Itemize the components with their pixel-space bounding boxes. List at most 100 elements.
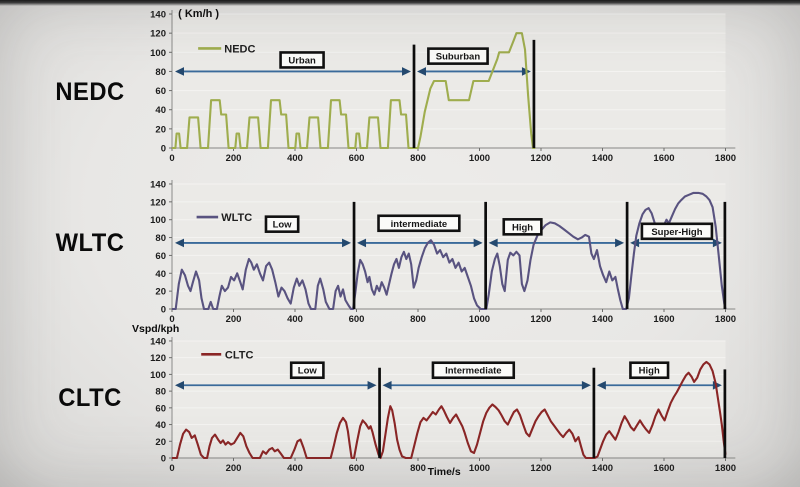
x-tick-label: 0: [169, 314, 174, 324]
y-tick-label: 0: [161, 305, 166, 316]
legend-label: CLTC: [225, 349, 254, 361]
arrow-left-head: [357, 238, 367, 248]
y-tick-label: 100: [150, 215, 166, 226]
y-tick-label: 20: [155, 287, 166, 298]
x-tick-label: 800: [410, 314, 426, 324]
x-tick-label: 1400: [592, 463, 613, 474]
phase-label: Intermediate: [445, 366, 502, 377]
nedc-chart: 0 200 400 600 800 1000 1200 1400 1600 1800 0 20 40 60…: [150, 8, 736, 164]
arrow-left-head: [382, 380, 392, 390]
x-tick-label: 400: [287, 153, 303, 164]
x-tick-label: 400: [287, 314, 303, 324]
y-tick-label: 40: [155, 105, 166, 116]
phase-label: Low: [298, 366, 318, 377]
phase-label: intermediate: [391, 219, 448, 230]
phase-label: High: [512, 222, 533, 233]
arrow-right-head: [342, 238, 352, 248]
y-tick-label: 80: [155, 387, 166, 398]
wltc-cycle-label: WLTC: [55, 229, 125, 257]
cltc-plot-area: [172, 340, 726, 458]
x-tick-label: 800: [410, 463, 426, 474]
y-tick-label: 40: [155, 269, 166, 280]
arrow-right-head: [402, 67, 412, 76]
nedc-plot-area: [172, 14, 726, 148]
x-tick-label: 1200: [530, 153, 551, 164]
phase-label: Suburban: [436, 52, 481, 63]
phase-label-box: [502, 218, 543, 236]
legend-label: WLTC: [221, 212, 252, 224]
x-tick-label: 600: [349, 314, 365, 324]
phase-label-box: [289, 361, 325, 380]
x-tick-label: 0: [169, 463, 174, 474]
cltc-speed-trace: [172, 360, 727, 460]
y-tick-label: 120: [150, 353, 166, 364]
x-tick-label: 1600: [653, 314, 674, 324]
phase-label-box: [264, 215, 300, 233]
x-tick-label: 1400: [592, 314, 613, 324]
arrow-right-head: [581, 380, 591, 390]
arrow-left-head: [417, 67, 427, 76]
arrow-left-head: [596, 380, 606, 390]
y-tick-label: 80: [155, 233, 166, 244]
cltc-cycle-label: CLTC: [58, 384, 122, 412]
arrow-left-head: [488, 238, 498, 248]
arrow-right-head: [367, 380, 377, 390]
y-tick-label: 100: [150, 48, 166, 59]
x-tick-label: 1800: [715, 153, 736, 164]
y-tick-label: 60: [155, 86, 166, 97]
x-tick-label: 1000: [469, 153, 490, 164]
arrow-right-head: [473, 238, 483, 248]
arrow-left-head: [175, 238, 184, 248]
x-axis-unit-label: Time/s: [428, 466, 461, 478]
phase-label: High: [639, 366, 660, 377]
phase-label-box: [431, 361, 516, 380]
phase-label-box: [377, 214, 461, 233]
y-tick-label: 20: [155, 124, 166, 135]
nedc-cycle-label: NEDC: [55, 78, 125, 106]
y-tick-label: 140: [150, 179, 166, 190]
phase-label: Urban: [288, 55, 316, 66]
phase-label: Super-High: [651, 227, 702, 238]
y-tick-label: 60: [155, 403, 166, 414]
cltc-chart: 0 200 400 600 800 1000 1200 1400 1600 1800 0 20 40 60…: [132, 323, 736, 478]
x-tick-label: 800: [410, 153, 426, 164]
phase-label-box: [629, 361, 670, 380]
y-tick-label: 0: [161, 144, 166, 155]
y-tick-label: 120: [150, 197, 166, 208]
x-tick-label: 0: [169, 153, 174, 164]
wltc-chart: 0 200 400 600 800 1000 1200 1400 1600 1800 0 20 40 60…: [150, 179, 736, 324]
x-tick-label: 200: [226, 153, 242, 164]
arrow-left-head: [175, 380, 184, 390]
y-tick-label: 0: [161, 454, 166, 465]
phase-label-box: [427, 47, 489, 65]
x-tick-label: 600: [349, 463, 365, 474]
y-tick-label: 120: [150, 29, 166, 40]
x-tick-label: 1600: [653, 153, 674, 164]
y-tick-label: 80: [155, 67, 166, 78]
y-tick-label: 100: [150, 370, 166, 381]
legend-label: NEDC: [224, 43, 255, 55]
top-edge-shadow: [0, 0, 800, 6]
arrow-left-head: [175, 67, 184, 76]
phase-label: Low: [273, 220, 293, 231]
x-tick-label: 1800: [715, 463, 736, 474]
x-tick-label: 600: [349, 153, 365, 164]
x-tick-label: 1200: [530, 463, 551, 474]
x-tick-label: 1000: [469, 314, 490, 324]
x-tick-label: 1000: [469, 463, 490, 474]
y-tick-label: 40: [155, 420, 166, 431]
phase-label-box: [279, 51, 325, 69]
x-tick-label: 1600: [653, 463, 674, 474]
wltc-plot-area: [172, 183, 726, 309]
y-tick-label: 140: [150, 336, 166, 347]
x-tick-label: 1400: [592, 153, 613, 164]
y-axis-unit-label: Vspd/kph: [132, 323, 179, 335]
y-tick-label: 20: [155, 437, 166, 448]
nedc-speed-trace: [172, 32, 536, 150]
y-axis-unit-label: ( Km/h ): [178, 8, 219, 20]
x-tick-label: 200: [226, 463, 242, 474]
x-tick-label: 1200: [530, 314, 551, 324]
x-tick-label: 1800: [715, 314, 736, 324]
y-tick-label: 140: [150, 10, 166, 21]
